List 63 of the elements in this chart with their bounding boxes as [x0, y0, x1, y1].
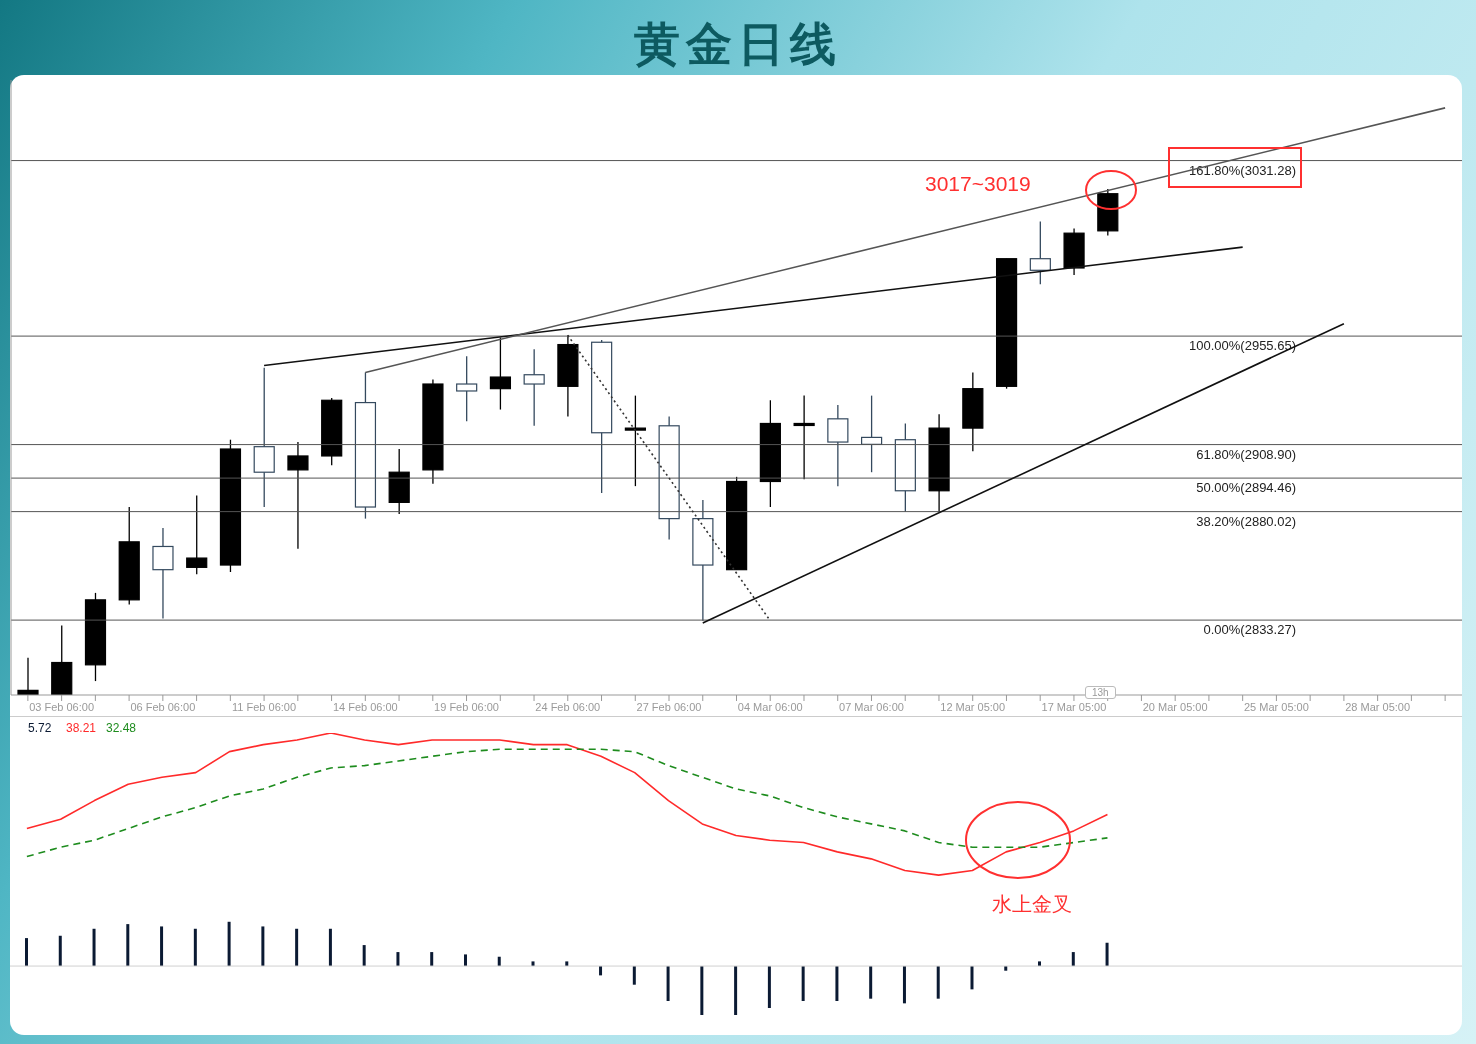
- annotation: 水上金叉: [992, 893, 1072, 915]
- chart-title: 黄金日线: [633, 16, 843, 73]
- ref-line-label: 50.00%(2894.46): [1196, 480, 1296, 496]
- bar: [25, 938, 28, 967]
- bar: [193, 928, 197, 967]
- bar: [463, 954, 467, 967]
- bar: [227, 921, 231, 967]
- x-tick-label: 24 Feb 06:00: [535, 700, 601, 713]
- bar: [902, 966, 906, 1004]
- ref-line-label: 100.00%(2955.65): [1189, 338, 1296, 354]
- annotation: 3017~3019: [925, 172, 1031, 196]
- bar: [295, 928, 299, 967]
- x-tick-label: 25 Mar 05:00: [1243, 700, 1309, 713]
- bar: [430, 952, 434, 967]
- x-tick-label: 17 Mar 05:00: [1041, 700, 1107, 713]
- bar: [869, 966, 873, 999]
- bar: [734, 966, 738, 1015]
- bar: [801, 966, 805, 1002]
- ref-line-label: 61.80%(2908.90): [1196, 446, 1296, 462]
- x-tick-label: 20 Mar 05:00: [1142, 700, 1208, 713]
- candlestick: [287, 441, 309, 550]
- annotation: 13h: [1085, 686, 1116, 699]
- bar: [396, 952, 400, 967]
- bar: [362, 945, 366, 967]
- bar: [835, 966, 839, 1002]
- bar: [328, 928, 332, 967]
- x-tick-label: 03 Feb 06:00: [29, 700, 95, 713]
- bar: [58, 935, 62, 967]
- x-tick-label: 19 Feb 06:00: [434, 700, 499, 713]
- bar: [126, 924, 130, 967]
- x-tick-label: 14 Feb 06:00: [332, 700, 398, 713]
- x-tick-label: 28 Mar 05:00: [1345, 700, 1411, 713]
- x-tick-label: 06 Feb 06:00: [130, 700, 196, 713]
- bar: [666, 966, 670, 1002]
- bar: [970, 966, 974, 990]
- candlestick: [456, 355, 478, 422]
- bar: [261, 926, 265, 967]
- bar: [700, 966, 704, 1015]
- x-tick-label: 27 Feb 06:00: [636, 700, 702, 713]
- x-tick-label: 12 Mar 05:00: [940, 700, 1006, 713]
- annotation: 32.48: [106, 721, 137, 736]
- x-tick-label: 04 Mar 06:00: [737, 700, 803, 713]
- candlestick: [186, 494, 208, 575]
- ref-line-label: 161.80%(3031.28): [1189, 162, 1296, 178]
- x-tick-label: 07 Mar 06:00: [839, 700, 904, 713]
- bar: [1105, 942, 1109, 967]
- ref-line-label: 38.20%(2880.02): [1196, 513, 1296, 529]
- bar: [160, 926, 164, 967]
- bar: [1071, 952, 1075, 967]
- candlestick: [827, 404, 849, 487]
- candlestick: [624, 394, 646, 487]
- candlestick: [152, 527, 174, 620]
- x-tick-label: 11 Feb 06:00: [232, 700, 297, 713]
- candlestick: [523, 348, 545, 427]
- annotation: 38.21: [66, 721, 97, 736]
- bar: [767, 966, 771, 1009]
- annotation: 5.72: [28, 721, 52, 736]
- bar: [936, 966, 940, 999]
- bar: [632, 966, 636, 985]
- ref-line-label: 0.00%(2833.27): [1203, 622, 1296, 638]
- candlestick: [1029, 220, 1051, 285]
- bar: [92, 928, 96, 967]
- candlestick: [793, 394, 815, 480]
